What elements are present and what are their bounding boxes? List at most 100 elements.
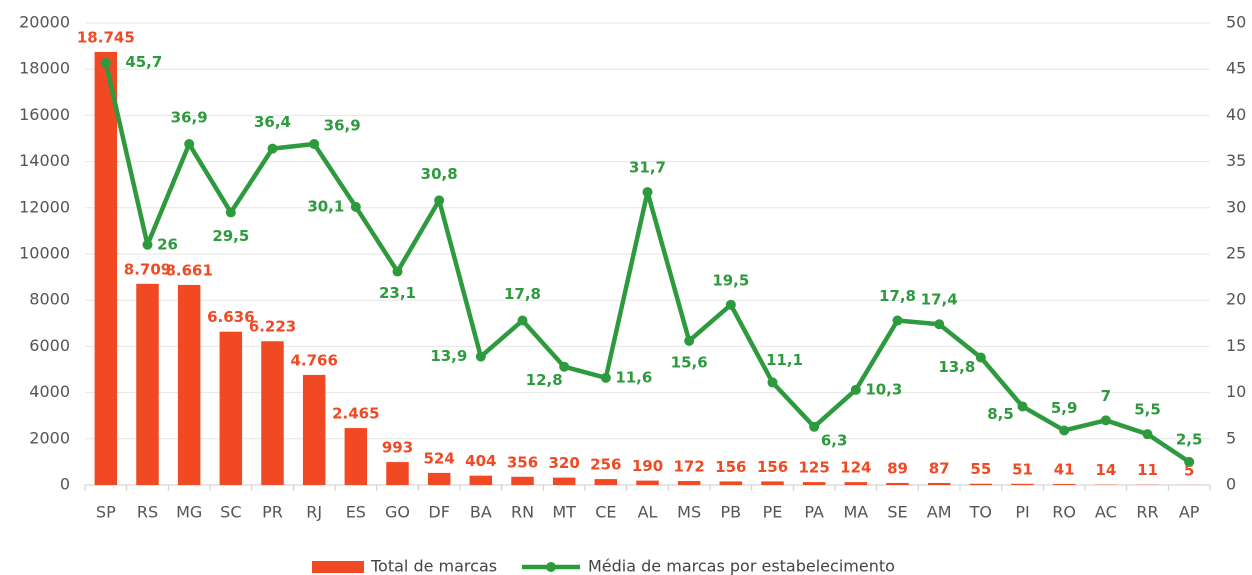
- line-point: [642, 187, 653, 198]
- bar: [469, 475, 493, 485]
- x-tick-label: PA: [804, 503, 824, 522]
- line-point: [1184, 456, 1195, 467]
- bar-label: 404: [465, 452, 496, 470]
- bar-label: 993: [382, 439, 413, 457]
- y2-tick-label: 0: [1226, 475, 1236, 494]
- line-label: 2,5: [1176, 430, 1203, 448]
- x-tick-label: MS: [677, 503, 701, 522]
- bar: [511, 476, 534, 485]
- bar-label: 89: [887, 459, 908, 477]
- bar-label: 524: [424, 449, 455, 467]
- bar-label: 8.709: [124, 260, 171, 278]
- line-point: [434, 195, 445, 206]
- y2-tick-label: 40: [1226, 105, 1246, 124]
- line-point: [100, 57, 111, 68]
- bar: [136, 283, 159, 485]
- y2-tick-label: 45: [1226, 59, 1246, 78]
- line-point: [600, 372, 611, 383]
- x-tick-label: AL: [638, 503, 658, 522]
- line-point: [225, 207, 236, 218]
- bar-label: 51: [1012, 460, 1033, 478]
- y2-tick-label: 25: [1226, 244, 1246, 263]
- line-point: [809, 421, 820, 432]
- x-tick-label: PI: [1015, 503, 1029, 522]
- legend-label: Total de marcas: [370, 557, 497, 575]
- bar: [344, 428, 368, 485]
- line-point: [1059, 425, 1070, 436]
- x-tick-label: RN: [511, 503, 534, 522]
- x-tick-label: SP: [96, 503, 116, 522]
- bar-label: 55: [970, 460, 991, 478]
- y-tick-label: 6000: [29, 336, 70, 355]
- y-tick-label: 10000: [19, 244, 70, 263]
- legend-swatch: [546, 562, 556, 572]
- bar-label: 172: [674, 458, 705, 476]
- y-tick-label: 2000: [29, 428, 70, 447]
- line-label: 6,3: [821, 431, 848, 449]
- bar-label: 41: [1054, 461, 1075, 479]
- line-label: 5,5: [1134, 401, 1161, 419]
- x-tick-label: PR: [262, 503, 283, 522]
- bar-label: 356: [507, 453, 538, 471]
- line-label: 23,1: [379, 284, 416, 302]
- x-tick-label: RO: [1052, 503, 1076, 522]
- bar-label: 6.636: [207, 308, 254, 326]
- line-label: 8,5: [987, 405, 1014, 423]
- line-label: 19,5: [712, 271, 749, 289]
- line-point: [142, 239, 153, 250]
- x-tick-label: CE: [595, 503, 616, 522]
- y-tick-label: 16000: [19, 105, 70, 124]
- y2-tick-label: 30: [1226, 197, 1246, 216]
- bar: [1011, 483, 1034, 485]
- line-label: 45,7: [125, 53, 162, 71]
- bar: [927, 482, 951, 485]
- bar: [302, 374, 326, 485]
- line-label: 13,8: [938, 358, 975, 376]
- y2-tick-label: 5: [1226, 428, 1236, 447]
- line-point: [392, 266, 403, 277]
- line-label: 30,1: [307, 197, 344, 215]
- bar: [94, 51, 118, 485]
- line-label: 36,4: [254, 113, 291, 131]
- bar: [261, 341, 284, 485]
- line-point: [350, 201, 361, 212]
- line-point: [559, 361, 570, 372]
- bar-label: 156: [757, 458, 788, 476]
- line-label: 12,8: [526, 371, 563, 389]
- bar: [886, 482, 909, 485]
- bar: [594, 479, 618, 485]
- y-tick-label: 12000: [19, 197, 70, 216]
- bar-label: 2.465: [332, 405, 379, 423]
- line-point: [309, 139, 320, 150]
- line-point: [767, 377, 778, 388]
- bar-label: 6.223: [249, 318, 296, 336]
- x-tick-label: AM: [927, 503, 952, 522]
- line-label: 17,8: [879, 287, 916, 305]
- y-tick-label: 20000: [19, 13, 70, 32]
- x-tick-label: PE: [763, 503, 783, 522]
- line-label: 13,9: [430, 347, 467, 365]
- y-tick-label: 14000: [19, 151, 70, 170]
- y-tick-label: 4000: [29, 382, 70, 401]
- bar: [677, 481, 701, 485]
- bar: [177, 284, 201, 485]
- y-tick-label: 0: [60, 475, 70, 494]
- line-point: [850, 384, 861, 395]
- line-label: 17,4: [921, 291, 958, 309]
- x-tick-label: ES: [346, 503, 366, 522]
- line-point: [1017, 401, 1028, 412]
- line-point: [1142, 429, 1153, 440]
- line-label: 17,8: [504, 285, 541, 303]
- x-tick-label: PB: [721, 503, 742, 522]
- line-label: 36,9: [171, 109, 208, 127]
- bar: [552, 477, 576, 485]
- y2-tick-label: 10: [1226, 382, 1246, 401]
- line-label: 11,6: [615, 368, 652, 386]
- y-tick-label: 8000: [29, 290, 70, 309]
- bar: [802, 482, 826, 485]
- y2-tick-label: 20: [1226, 290, 1246, 309]
- x-tick-label: MG: [176, 503, 202, 522]
- x-tick-label: TO: [969, 503, 992, 522]
- bar-label: 11: [1137, 461, 1158, 479]
- x-tick-label: BA: [470, 503, 492, 522]
